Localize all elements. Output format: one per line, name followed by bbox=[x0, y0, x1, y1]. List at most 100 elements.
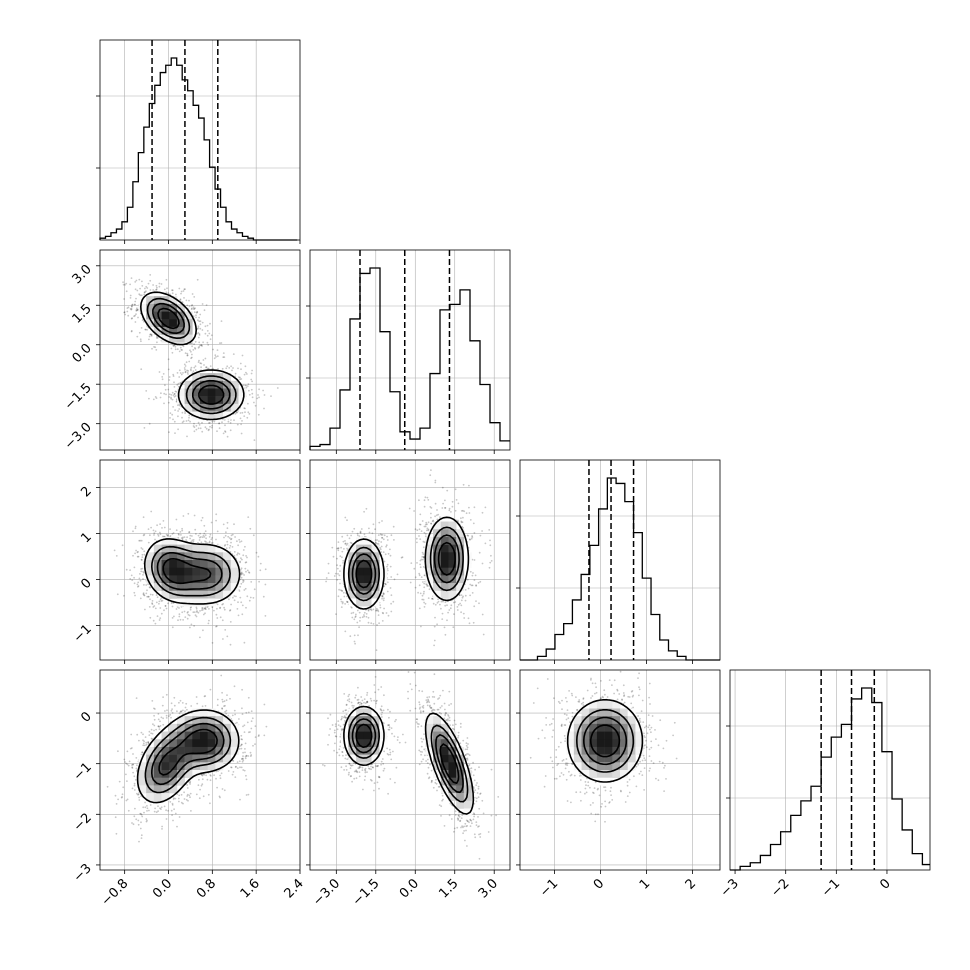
scatter-point bbox=[194, 614, 197, 617]
scatter-point bbox=[549, 723, 551, 726]
panel-frame bbox=[99, 39, 301, 241]
scatter-point bbox=[556, 764, 558, 766]
scatter-point bbox=[357, 686, 359, 689]
density-cell bbox=[207, 754, 216, 763]
density-cell bbox=[230, 403, 239, 412]
scatter-point bbox=[436, 789, 438, 792]
scatter-point bbox=[388, 726, 391, 729]
scatter-point bbox=[200, 541, 203, 544]
scatter-point bbox=[192, 425, 195, 427]
scatter-point bbox=[644, 759, 647, 762]
scatter-point bbox=[201, 321, 204, 324]
scatter-point bbox=[143, 533, 146, 536]
scatter-point bbox=[339, 745, 342, 748]
scatter-point bbox=[165, 714, 168, 717]
scatter-point bbox=[600, 805, 603, 808]
density-cell bbox=[200, 598, 208, 607]
scatter-point bbox=[141, 319, 144, 321]
scatter-point bbox=[216, 786, 218, 789]
density-cell bbox=[371, 583, 380, 592]
scatter-point bbox=[352, 611, 355, 614]
scatter-point bbox=[444, 601, 447, 604]
density-cell bbox=[581, 754, 590, 763]
scatter-point bbox=[141, 556, 144, 558]
scatter-point bbox=[173, 696, 176, 699]
scatter-point bbox=[185, 299, 188, 302]
scatter-point bbox=[580, 702, 583, 705]
scatter-point bbox=[195, 793, 198, 796]
scatter-point bbox=[340, 546, 342, 549]
scatter-point bbox=[174, 812, 177, 815]
scatter-point bbox=[351, 530, 354, 533]
scatter-point bbox=[342, 601, 344, 603]
scatter-point bbox=[380, 709, 382, 711]
scatter-point bbox=[420, 530, 423, 532]
scatter-point bbox=[206, 778, 209, 781]
scatter-point bbox=[189, 420, 191, 423]
scatter-point bbox=[200, 519, 203, 522]
scatter-point bbox=[153, 346, 155, 348]
scatter-point bbox=[135, 549, 137, 552]
scatter-point bbox=[418, 749, 421, 752]
density-cell bbox=[192, 396, 201, 405]
scatter-point bbox=[338, 574, 341, 577]
scatter-point bbox=[410, 562, 413, 564]
scatter-point bbox=[473, 791, 476, 794]
scatter-point bbox=[163, 288, 166, 291]
scatter-point bbox=[464, 822, 467, 825]
scatter-point bbox=[150, 334, 153, 336]
scatter-point bbox=[663, 767, 665, 769]
density-cell bbox=[146, 746, 155, 755]
scatter-point bbox=[158, 726, 161, 728]
density-cell bbox=[184, 544, 193, 553]
scatter-point bbox=[468, 754, 471, 757]
scatter-point bbox=[461, 525, 464, 528]
scatter-point bbox=[190, 304, 193, 307]
scatter-point bbox=[441, 618, 444, 620]
density-cell bbox=[604, 723, 613, 732]
scatter-point bbox=[594, 813, 597, 816]
scatter-point bbox=[377, 609, 379, 611]
density-cell bbox=[230, 567, 239, 576]
scatter-point bbox=[353, 777, 356, 780]
density-cell bbox=[146, 762, 155, 771]
scatter-point bbox=[422, 758, 424, 761]
scatter-point bbox=[635, 785, 638, 788]
scatter-point bbox=[386, 563, 389, 566]
density-cell bbox=[161, 334, 170, 343]
scatter-point bbox=[449, 802, 452, 805]
scatter-point bbox=[372, 623, 375, 625]
scatter-point bbox=[343, 595, 346, 598]
scatter-point bbox=[416, 722, 419, 725]
density-cell bbox=[440, 785, 449, 794]
scatter-point bbox=[343, 716, 345, 719]
scatter-point bbox=[340, 718, 343, 721]
scatter-point bbox=[466, 578, 469, 581]
scatter-point bbox=[466, 757, 469, 760]
scatter-point bbox=[426, 772, 429, 775]
scatter-point bbox=[125, 282, 128, 285]
scatter-point bbox=[423, 499, 426, 502]
density-cell bbox=[176, 567, 185, 576]
density-cell bbox=[589, 723, 598, 732]
scatter-point bbox=[165, 809, 167, 812]
scatter-point bbox=[648, 724, 651, 727]
scatter-point bbox=[337, 547, 339, 550]
scatter-point bbox=[156, 337, 159, 339]
scatter-point bbox=[226, 543, 229, 546]
scatter-point bbox=[205, 304, 208, 306]
scatter-point bbox=[431, 696, 434, 698]
scatter-point bbox=[407, 671, 410, 673]
scatter-point bbox=[200, 344, 203, 346]
scatter-point bbox=[475, 800, 478, 803]
scatter-point bbox=[211, 642, 214, 644]
scatter-point bbox=[345, 703, 348, 706]
scatter-point bbox=[229, 697, 231, 700]
scatter-point bbox=[155, 284, 158, 287]
scatter-point bbox=[420, 725, 423, 727]
scatter-point bbox=[236, 761, 239, 763]
scatter-point bbox=[150, 510, 153, 513]
scatter-point bbox=[161, 376, 164, 378]
scatter-point bbox=[460, 520, 463, 523]
scatter-point bbox=[470, 584, 473, 587]
